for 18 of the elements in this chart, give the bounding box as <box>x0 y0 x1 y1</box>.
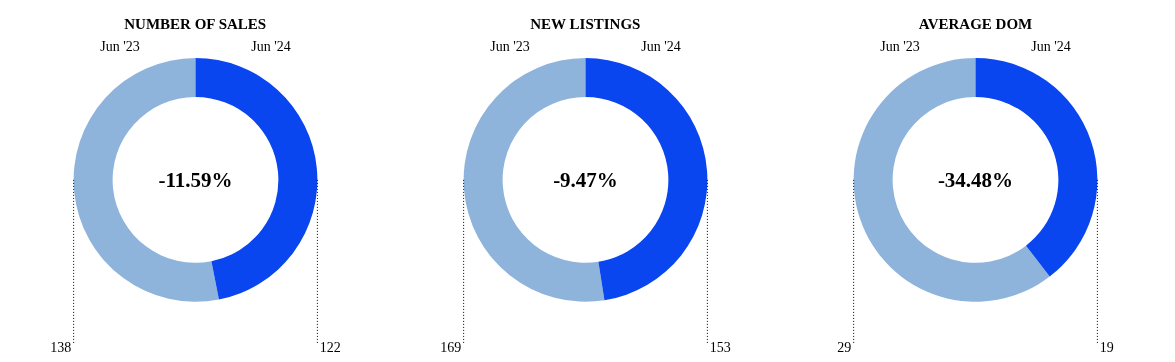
slice-label: Jun '23 <box>100 39 140 55</box>
chart-title: AVERAGE DOM <box>918 15 1033 32</box>
chart-title: NEW LISTINGS <box>530 15 641 32</box>
slice-label: Jun '24 <box>1031 39 1071 55</box>
slice-label: Jun '24 <box>641 39 681 55</box>
data-label: 19 <box>1099 340 1114 356</box>
data-label: 122 <box>319 340 341 356</box>
slice-label: Jun '24 <box>251 39 291 55</box>
data-label: 29 <box>837 340 852 356</box>
text: -34.48% <box>937 167 1014 192</box>
text: -11.59% <box>158 167 233 192</box>
data-label: 169 <box>440 340 462 356</box>
chart-title: NUMBER OF SALES <box>124 15 267 32</box>
slice-label: Jun '23 <box>880 39 920 55</box>
text: -9.47% <box>553 167 618 192</box>
data-label: 153 <box>709 340 731 356</box>
data-label: 138 <box>50 340 72 356</box>
slice-label: Jun '23 <box>490 39 530 55</box>
